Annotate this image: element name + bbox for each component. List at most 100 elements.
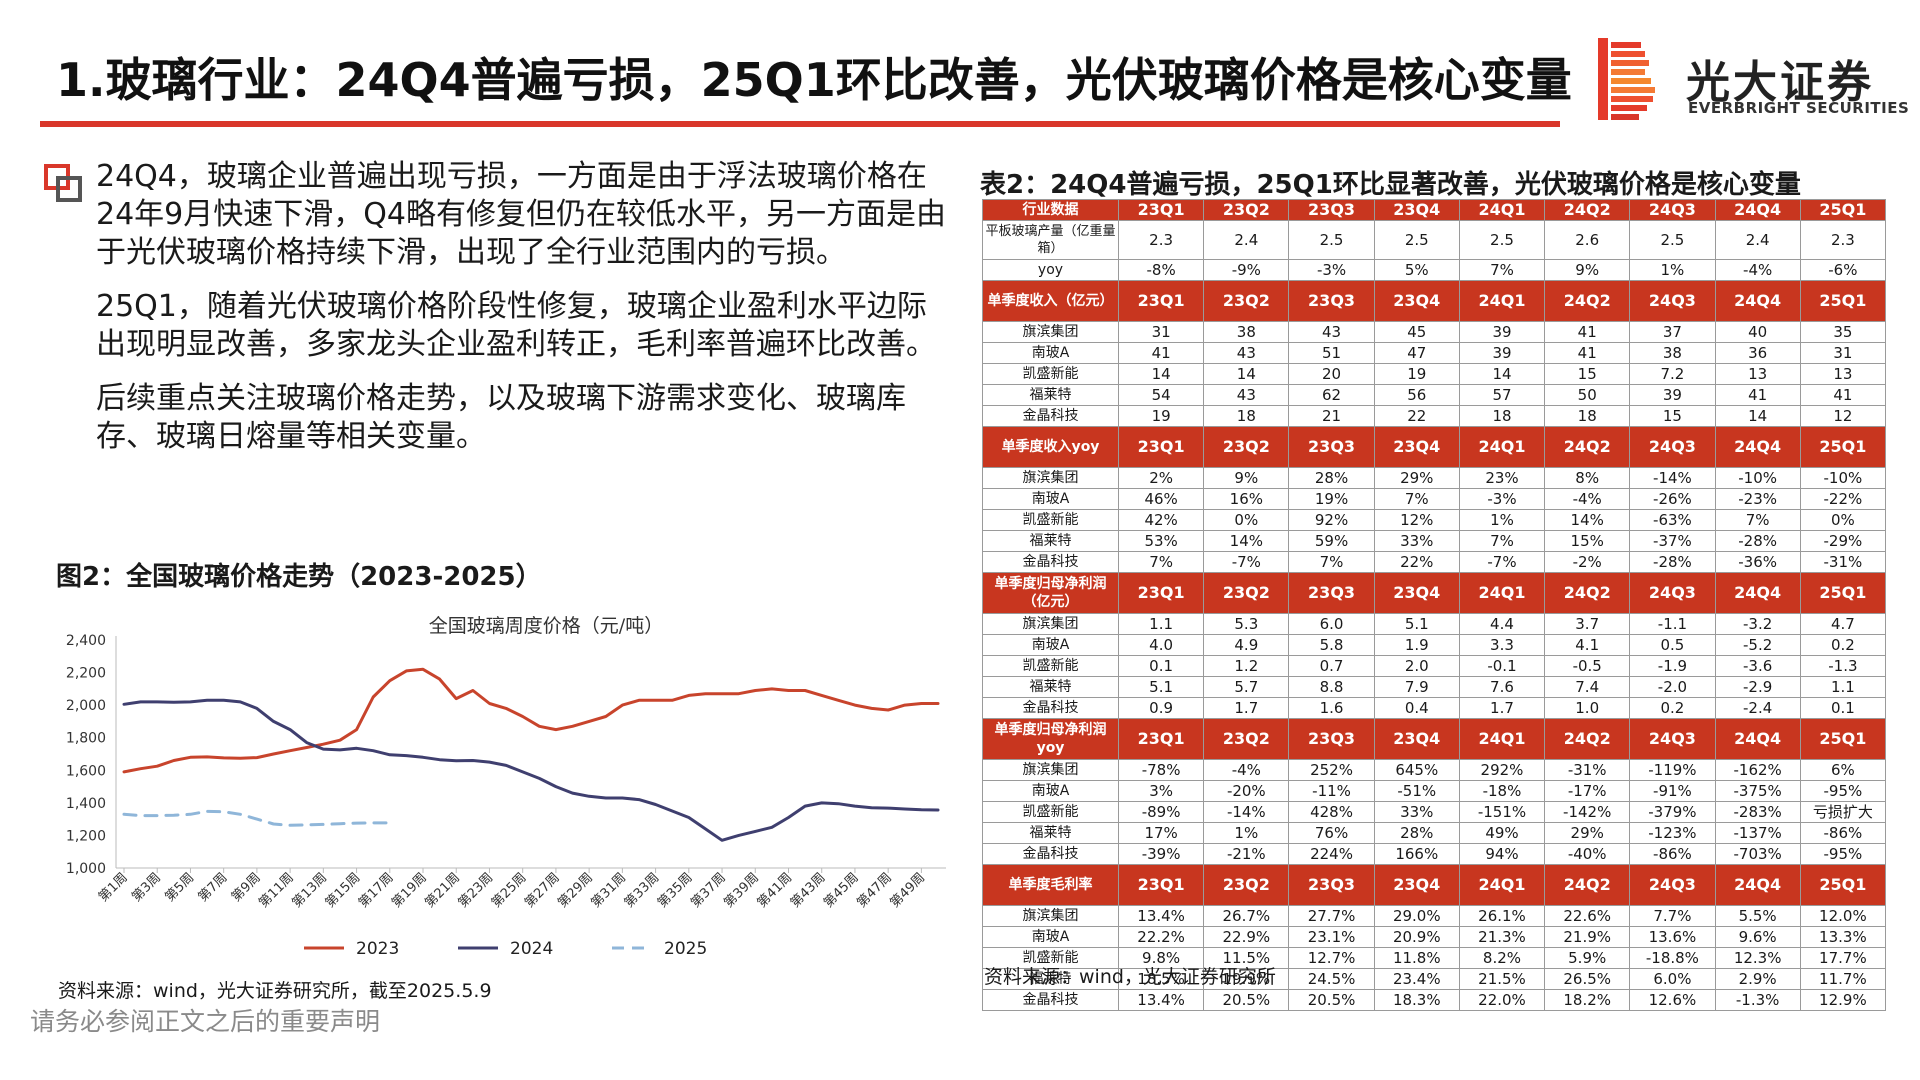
table-cell: 15% bbox=[1544, 530, 1631, 552]
table-cell: 2.5 bbox=[1629, 220, 1716, 260]
section-label: 单季度毛利率 bbox=[982, 864, 1119, 906]
table-row: 凯盛新能 14 14 20 19 14 15 7.2 13 13 bbox=[982, 363, 1887, 385]
x-tick-label: 第45周 bbox=[821, 870, 862, 911]
period-header: 24Q2 bbox=[1544, 426, 1631, 468]
period-header: 24Q3 bbox=[1629, 426, 1716, 468]
row-label: 南玻A bbox=[982, 780, 1119, 802]
table-cell: 23.1% bbox=[1288, 926, 1375, 948]
y-tick-label: 1,800 bbox=[66, 731, 106, 747]
row-label: 福莱特 bbox=[982, 530, 1119, 552]
table-cell: 21.3% bbox=[1458, 926, 1546, 948]
period-header: 23Q2 bbox=[1203, 199, 1290, 221]
x-tick-label: 第17周 bbox=[356, 870, 397, 911]
period-header: 23Q2 bbox=[1203, 280, 1290, 322]
row-label: 凯盛新能 bbox=[982, 655, 1119, 677]
table-cell: -4% bbox=[1544, 488, 1631, 510]
everbright-logo-icon bbox=[1598, 38, 1655, 120]
table-cell: -4% bbox=[1714, 259, 1801, 281]
chart-title: 全国玻璃周度价格（元/吨） bbox=[429, 615, 663, 637]
period-header: 24Q4 bbox=[1714, 426, 1801, 468]
table-cell: 1.0 bbox=[1544, 697, 1631, 719]
table-cell: -2% bbox=[1544, 551, 1631, 573]
period-header: 23Q4 bbox=[1373, 718, 1460, 760]
table-cell: 1.9 bbox=[1373, 634, 1460, 656]
table-cell: -36% bbox=[1714, 551, 1801, 573]
table-cell: -17% bbox=[1544, 780, 1631, 802]
table-cell: 5.5% bbox=[1714, 905, 1801, 927]
paragraph: 24Q4，玻璃企业普遍出现亏损，一方面是由于浮法玻璃价格在24年9月快速下滑，Q… bbox=[96, 159, 946, 270]
brand-name-en: EVERBRIGHT SECURITIES bbox=[1688, 99, 1910, 117]
period-header: 23Q2 bbox=[1203, 426, 1290, 468]
figure-source: 资料来源：wind，光大证券研究所，截至2025.5.9 bbox=[58, 980, 492, 1002]
table-cell: 9.6% bbox=[1714, 926, 1801, 948]
period-header: 24Q3 bbox=[1629, 280, 1716, 322]
table-cell: 12.6% bbox=[1629, 989, 1716, 1011]
row-label: 旗滨集团 bbox=[982, 613, 1119, 635]
table-row: 南玻A 4.0 4.9 5.8 1.9 3.3 4.1 0.5 -5.2 0.2 bbox=[982, 634, 1887, 656]
table-cell: 5.8 bbox=[1288, 634, 1375, 656]
table-cell: 7% bbox=[1373, 488, 1460, 510]
period-header: 24Q3 bbox=[1629, 864, 1716, 906]
period-header: 24Q2 bbox=[1544, 718, 1631, 760]
table-cell: 49% bbox=[1458, 822, 1546, 844]
section-label: 单季度归母净利润yoy bbox=[982, 718, 1119, 760]
table-cell: 22.9% bbox=[1203, 926, 1290, 948]
table-cell: 29% bbox=[1544, 822, 1631, 844]
table-row: 金晶科技 7% -7% 7% 22% -7% -2% -28% -36% -31% bbox=[982, 551, 1887, 573]
x-tick-label: 第37周 bbox=[688, 870, 729, 911]
table-cell: 5.1 bbox=[1117, 676, 1205, 698]
table-source: 资料来源：wind，光大证券研究所 bbox=[984, 966, 1276, 988]
table-cell: 12.3% bbox=[1714, 947, 1801, 969]
table-row: 凯盛新能 -89% -14% 428% 33% -151% -142% -379% -283% 亏… bbox=[982, 801, 1887, 823]
x-tick-label: 第5周 bbox=[162, 870, 197, 905]
table-cell: -5.2 bbox=[1714, 634, 1801, 656]
table-row: 旗滨集团 13.4% 26.7% 27.7% 29.0% 26.1% 22.6% 7.7% 5.… bbox=[982, 905, 1887, 927]
table-cell: 29% bbox=[1373, 467, 1460, 489]
table-cell: 22 bbox=[1373, 405, 1460, 427]
table-row: 旗滨集团 31 38 43 45 39 41 37 40 35 bbox=[982, 321, 1887, 343]
table-row: 旗滨集团 2% 9% 28% 29% 23% 8% -14% -10% -10% bbox=[982, 467, 1887, 489]
table-caption: 表2：24Q4普遍亏损，25Q1环比显著改善，光伏玻璃价格是核心变量 bbox=[980, 170, 1801, 200]
period-header: 24Q1 bbox=[1458, 718, 1546, 760]
table-cell: 54 bbox=[1117, 384, 1205, 406]
series-line-2025 bbox=[122, 809, 392, 827]
table-cell: 6.0 bbox=[1288, 613, 1375, 635]
table-cell: 23% bbox=[1458, 467, 1546, 489]
table-cell: 12% bbox=[1373, 509, 1460, 531]
table-cell: 2.3 bbox=[1117, 220, 1205, 260]
table-cell: 40 bbox=[1714, 321, 1801, 343]
table-cell: 12.7% bbox=[1288, 947, 1375, 969]
x-tick-label: 第11周 bbox=[256, 870, 297, 911]
x-tick-label: 第49周 bbox=[888, 870, 929, 911]
table-row: 南玻A 41 43 51 47 39 41 38 36 31 bbox=[982, 342, 1887, 364]
table-cell: 9% bbox=[1544, 259, 1631, 281]
table-row: 福莱特 5.1 5.7 8.8 7.9 7.6 7.4 -2.0 -2.9 1.1 bbox=[982, 676, 1887, 698]
table-cell: 41 bbox=[1799, 384, 1887, 406]
table-cell: 62 bbox=[1288, 384, 1375, 406]
table-cell: 26.1% bbox=[1458, 905, 1546, 927]
table-cell: 13.4% bbox=[1117, 905, 1205, 927]
period-header: 24Q3 bbox=[1629, 572, 1716, 614]
x-tick-label: 第29周 bbox=[555, 870, 596, 911]
table-cell: 3.3 bbox=[1458, 634, 1546, 656]
table-cell: 5.9% bbox=[1544, 947, 1631, 969]
table-cell: 14 bbox=[1458, 363, 1546, 385]
period-header: 23Q3 bbox=[1288, 199, 1375, 221]
table-cell: 0.1 bbox=[1117, 655, 1205, 677]
table-cell: 27.7% bbox=[1288, 905, 1375, 927]
row-label: 南玻A bbox=[982, 634, 1119, 656]
table-cell: 14 bbox=[1714, 405, 1801, 427]
section-label: 单季度归母净利润（亿元） bbox=[982, 572, 1119, 614]
table-cell: 22.0% bbox=[1458, 989, 1546, 1011]
period-header: 23Q4 bbox=[1373, 572, 1460, 614]
table-cell: 4.1 bbox=[1544, 634, 1631, 656]
period-header: 23Q2 bbox=[1203, 718, 1290, 760]
table-cell: 3.7 bbox=[1544, 613, 1631, 635]
row-label: 南玻A bbox=[982, 342, 1119, 364]
x-tick-label: 第39周 bbox=[721, 870, 762, 911]
table-cell: 11.7% bbox=[1799, 968, 1887, 990]
period-header: 23Q1 bbox=[1117, 199, 1205, 221]
table-cell: -137% bbox=[1714, 822, 1801, 844]
table-cell: -1.1 bbox=[1629, 613, 1716, 635]
table-cell: 4.9 bbox=[1203, 634, 1290, 656]
